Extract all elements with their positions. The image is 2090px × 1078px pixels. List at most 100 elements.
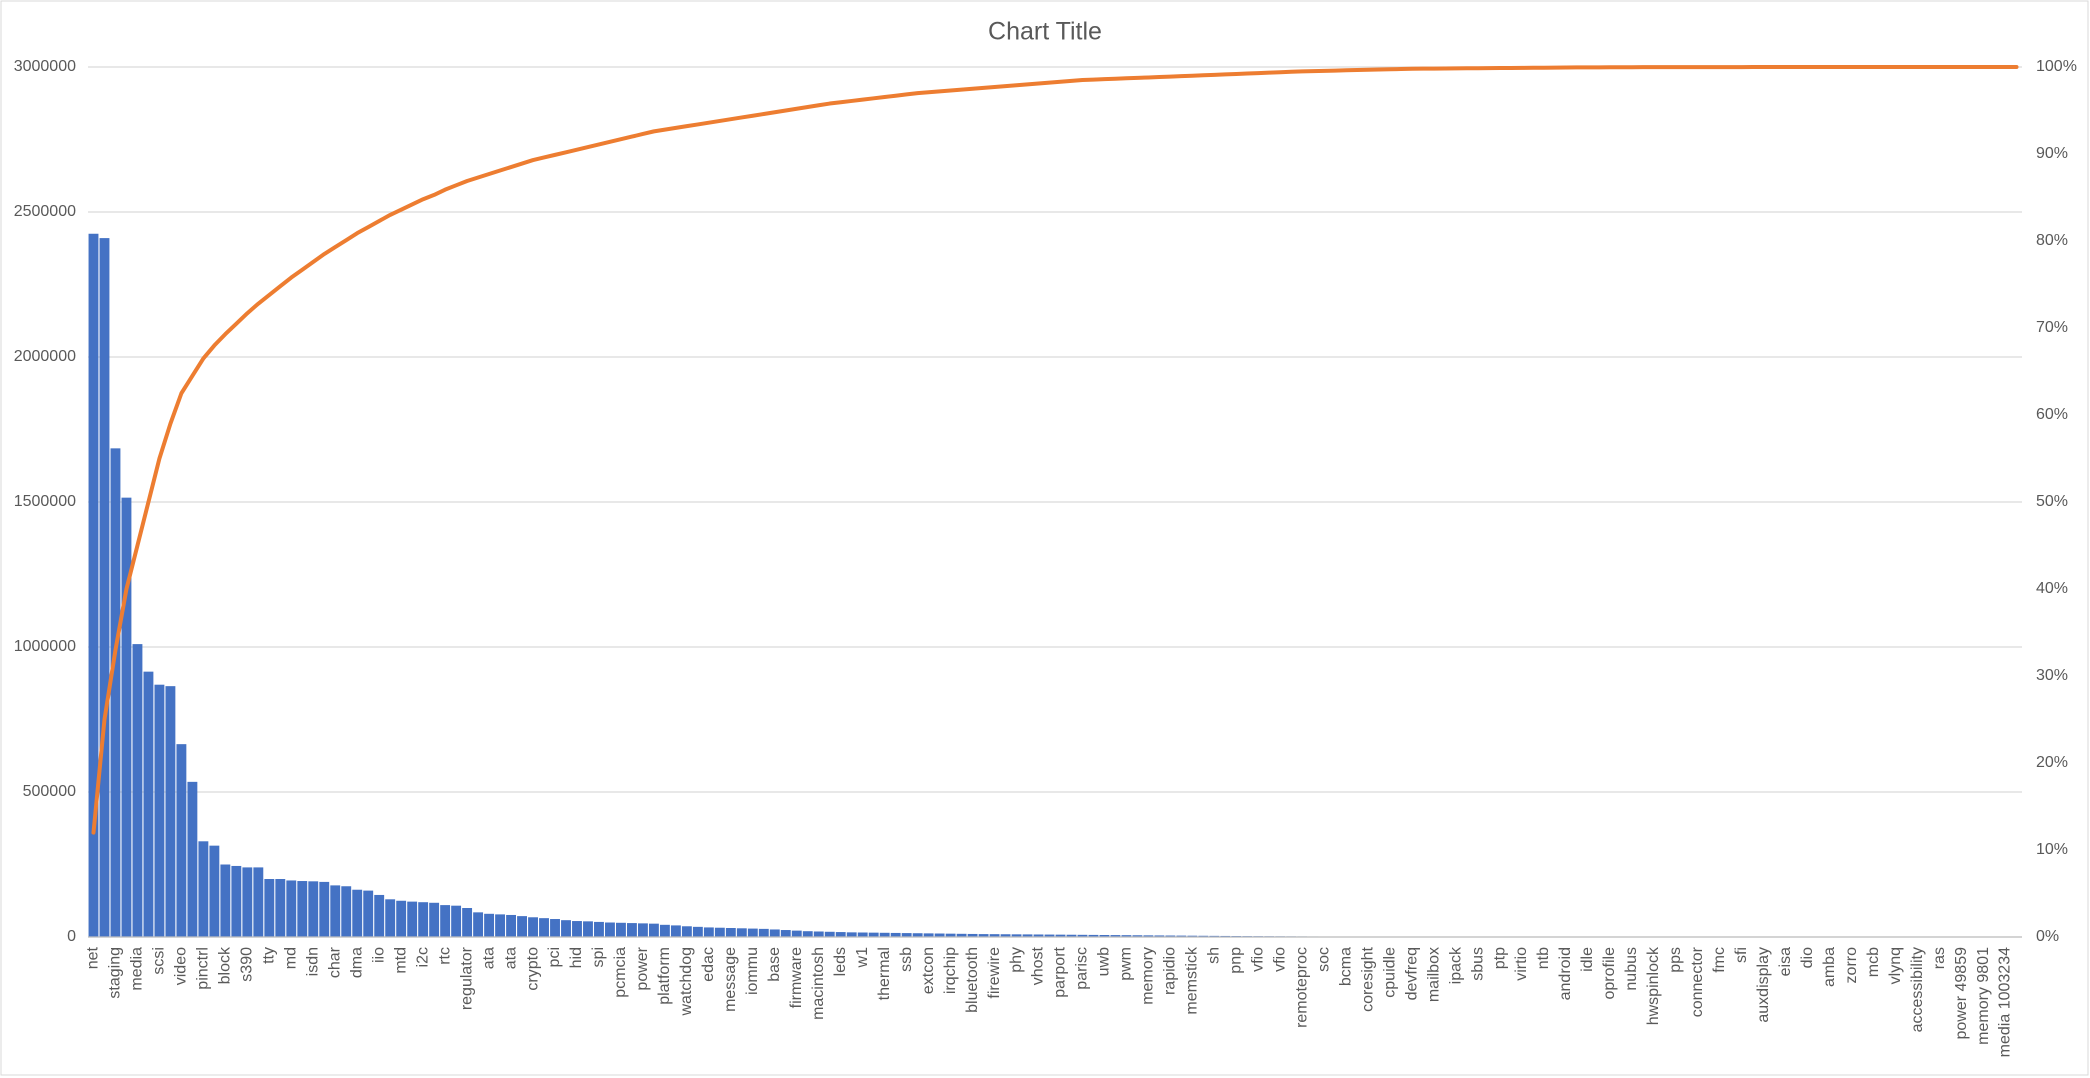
bar: [758, 928, 769, 937]
x-tick-label: media 1003234: [1997, 947, 2014, 1057]
x-tick-label: ptp: [1491, 947, 1508, 969]
bar: [330, 885, 341, 937]
bar: [1132, 935, 1143, 937]
bar: [868, 932, 879, 937]
bar: [1143, 935, 1154, 937]
bar: [780, 930, 791, 937]
bar: [736, 928, 747, 937]
x-tick-label: ipack: [1447, 946, 1464, 984]
bar: [1154, 935, 1165, 937]
y-tick-label: 500000: [23, 783, 76, 800]
bar: [1022, 934, 1033, 937]
x-tick-label: soc: [1315, 947, 1332, 972]
bar: [1011, 934, 1022, 937]
bar: [1099, 934, 1110, 937]
x-tick-label: crypto: [524, 947, 541, 991]
bar: [110, 448, 121, 937]
x-tick-label: parisc: [1074, 947, 1091, 990]
bar: [528, 917, 538, 937]
x-tick-label: irqchip: [942, 947, 959, 994]
bar: [670, 925, 681, 937]
bar: [88, 233, 99, 937]
bar: [231, 865, 242, 937]
y2-tick-label: 10%: [2036, 841, 2068, 858]
bar: [418, 902, 429, 937]
bar: [594, 921, 604, 937]
bar: [176, 744, 187, 937]
bar: [703, 927, 714, 937]
x-tick-label: ata: [502, 947, 519, 969]
bar: [473, 912, 484, 937]
bar: [769, 929, 780, 937]
x-tick-label: thermal: [876, 947, 893, 1000]
bar: [681, 926, 692, 937]
bar: [517, 916, 527, 937]
x-tick-label: oprofile: [1601, 947, 1618, 1000]
x-tick-label: s390: [239, 947, 256, 982]
bar: [242, 867, 253, 937]
bar: [495, 914, 506, 937]
bar: [978, 934, 989, 937]
y-tick-label: 1000000: [14, 638, 76, 655]
bar: [1187, 935, 1198, 937]
x-tick-label: vlynq: [1887, 947, 1904, 984]
bar: [824, 931, 835, 937]
x-tick-label: spi: [590, 947, 607, 967]
x-tick-label: block: [217, 946, 234, 984]
x-tick-label: hid: [568, 947, 585, 968]
bar: [934, 933, 945, 937]
bar: [451, 905, 462, 937]
bar: [802, 931, 813, 937]
x-tick-label: accessibility: [1909, 947, 1926, 1032]
bar: [429, 902, 440, 937]
bar: [714, 927, 725, 937]
x-tick-label: pcmcia: [612, 947, 629, 998]
x-tick-label: edac: [700, 947, 717, 982]
bar: [648, 923, 659, 937]
bar: [385, 899, 396, 937]
x-tick-label: eisa: [1777, 947, 1794, 976]
bar: [165, 686, 176, 937]
bar: [209, 845, 220, 937]
y-tick-label: 2500000: [14, 203, 76, 220]
x-tick-label: extcon: [920, 947, 937, 994]
bar: [264, 879, 275, 937]
y2-tick-label: 20%: [2036, 754, 2068, 771]
bar: [297, 881, 308, 937]
y2-tick-label: 30%: [2036, 667, 2068, 684]
bar: [121, 497, 132, 937]
bar: [407, 901, 418, 937]
cumulative-line: [91, 65, 2019, 835]
x-tick-label: sfi: [1733, 947, 1750, 963]
bar: [319, 881, 330, 937]
bar: [1176, 935, 1187, 937]
y2-tick-label: 90%: [2036, 145, 2068, 162]
y2-tick-label: 70%: [2036, 319, 2068, 336]
bar: [1077, 934, 1088, 937]
bar: [1044, 934, 1055, 937]
bar: [440, 905, 451, 937]
bar: [341, 886, 352, 937]
x-tick-label: leds: [832, 947, 849, 976]
x-tick-label: pps: [1667, 947, 1684, 973]
y-tick-label: 0: [67, 928, 76, 945]
x-tick-label: watchdog: [678, 947, 695, 1017]
x-tick-label: connector: [1689, 946, 1706, 1017]
bar: [890, 932, 901, 937]
x-tick-label: firmware: [788, 947, 805, 1008]
bar: [1055, 934, 1066, 937]
x-tick-label: virtio: [1513, 947, 1530, 981]
x-tick-label: dma: [348, 947, 365, 978]
x-tick-label: ata: [480, 947, 497, 969]
x-tick-label: md: [283, 947, 300, 969]
bar: [396, 900, 407, 937]
x-tick-label: base: [766, 947, 783, 982]
bar: [572, 921, 582, 937]
x-tick-label: pinctrl: [195, 947, 212, 990]
x-tick-label: fmc: [1711, 947, 1728, 973]
x-tick-label: tty: [261, 947, 278, 964]
x-tick-label: macintosh: [810, 947, 827, 1020]
bar: [1088, 934, 1099, 937]
x-tick-label: uwb: [1096, 947, 1113, 976]
bar: [462, 908, 473, 937]
